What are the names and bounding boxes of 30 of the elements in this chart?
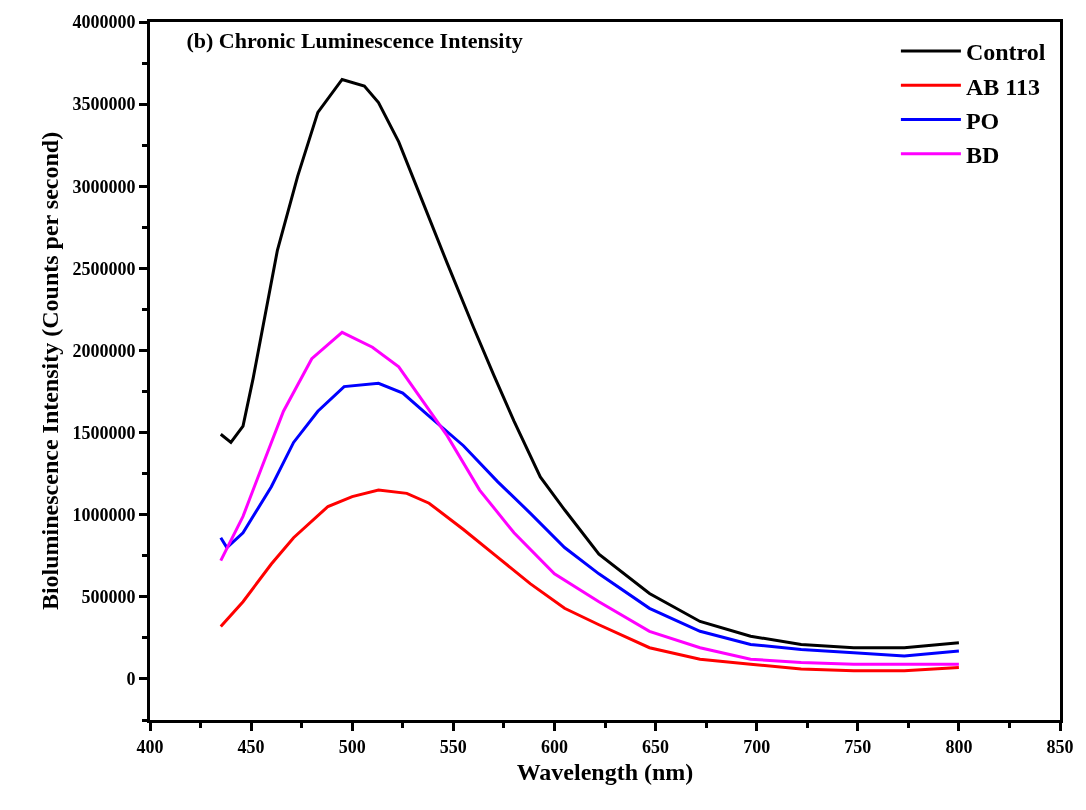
- y-axis-title: Bioluminescence Intensity (Counts per second): [36, 131, 63, 611]
- x-tick-label: 600: [540, 736, 568, 757]
- x-tick-label: 850: [1046, 736, 1074, 757]
- line-series: [219, 488, 961, 673]
- x-axis-title: Wavelength (nm): [516, 758, 694, 785]
- x-tick-label: 750: [844, 736, 872, 757]
- y-tick-label: 4000000: [72, 12, 136, 33]
- y-tick-label: 2000000: [72, 340, 136, 361]
- line-series: [219, 330, 961, 666]
- y-tick-label: 3500000: [72, 94, 136, 115]
- y-tick-label: 2500000: [72, 258, 136, 279]
- legend-label: BD: [965, 142, 1000, 169]
- x-tick-label: 800: [945, 736, 973, 757]
- legend-label: AB 113: [965, 73, 1040, 100]
- legend-label: Control: [965, 39, 1046, 66]
- y-tick-label: 1000000: [72, 505, 136, 526]
- y-tick-label: 500000: [81, 587, 136, 608]
- y-tick-label: 1500000: [72, 422, 136, 443]
- y-tick-label: 3000000: [72, 176, 136, 197]
- x-tick-label: 400: [136, 736, 164, 757]
- legend-label: PO: [965, 107, 1000, 134]
- x-tick-label: 450: [237, 736, 265, 757]
- x-tick-label: 650: [642, 736, 670, 757]
- x-tick-label: 500: [338, 736, 366, 757]
- x-tick-label: 700: [743, 736, 771, 757]
- x-tick-label: 550: [439, 736, 467, 757]
- chart-title: (b) Chronic Luminescence Intensity: [186, 27, 523, 53]
- line-series: [219, 77, 961, 650]
- line-series: [219, 381, 961, 658]
- y-tick-label: 0: [126, 669, 136, 690]
